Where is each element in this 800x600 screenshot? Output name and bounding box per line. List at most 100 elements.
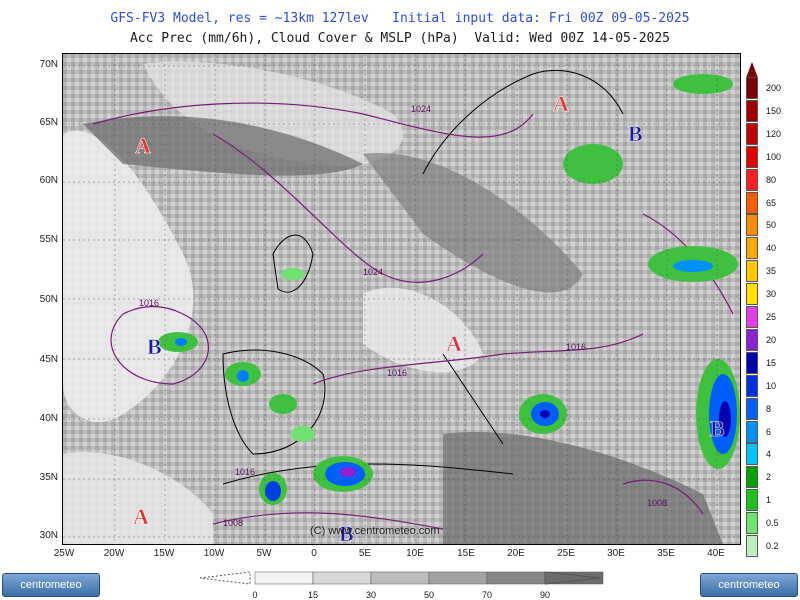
precip-russia [281, 74, 733, 280]
product-title: Acc Prec (mm/6h), Cloud Cover & MSLP (hP… [129, 31, 671, 46]
precip-north-africa [313, 456, 373, 492]
precip-balkans [519, 394, 567, 434]
isobar-label: 1016 [235, 467, 255, 477]
scale-label: 15 [766, 357, 777, 368]
isobar-1024-north [92, 102, 534, 138]
scale-label: 6 [766, 426, 772, 437]
scale-swatch [746, 466, 758, 489]
cloud-segment [370, 571, 430, 585]
scale-swatch [746, 397, 758, 420]
lon-label: 20W [103, 548, 125, 559]
isobar-label: 1016 [566, 342, 586, 352]
scale-swatch [746, 306, 758, 328]
cloud-segment [428, 571, 488, 585]
scale-label: 40 [766, 243, 777, 254]
scale-swatch [746, 512, 758, 535]
coastline-britain [272, 234, 314, 293]
cloud-tick: 30 [365, 590, 376, 600]
scale-swatch [746, 328, 758, 351]
cloud-band-central [363, 153, 583, 293]
scale-swatch [746, 145, 758, 168]
lat-label: 50N [39, 294, 58, 305]
cloud-tick: 15 [307, 590, 318, 600]
scale-label: 150 [766, 105, 782, 116]
model-title: GFS-FV3 Model, res = ~13km 127lev Initia… [110, 11, 690, 26]
centrometeo-logo-right[interactable]: centrometeo [700, 573, 798, 597]
lat-label: 60N [39, 175, 58, 186]
scale-label: 2 [766, 472, 772, 483]
cloud-tick: 50 [423, 590, 434, 600]
scale-swatch [746, 168, 758, 191]
lon-label: 35E [657, 548, 675, 559]
isobar-label: 1024 [411, 104, 431, 114]
lon-label: 15E [457, 548, 475, 559]
isobar-1016-south [312, 333, 644, 385]
scale-swatch [746, 99, 758, 122]
isobar-label: 1008 [223, 518, 243, 528]
high-pressure-marker: A [133, 504, 149, 529]
scale-label: 80 [766, 174, 777, 185]
scale-label: 8 [766, 403, 772, 414]
cloud-cover-legend: 0 15 30 50 70 90 [200, 568, 610, 600]
cloud-segment [254, 571, 314, 585]
scale-label: 50 [766, 220, 777, 231]
scale-swatch [746, 443, 758, 466]
scale-arrow-icon [746, 62, 758, 78]
scale-swatch [746, 420, 758, 443]
lon-label: 0 [311, 548, 317, 559]
scale-swatch [746, 351, 758, 374]
scale-label: 4 [766, 449, 772, 460]
scale-label: 200 [766, 83, 782, 93]
lat-label: 30N [39, 530, 58, 541]
cloud-tick: 90 [539, 590, 550, 600]
scale-label: 0.5 [766, 518, 779, 529]
lat-label: 45N [39, 354, 58, 365]
centrometeo-logo-left[interactable]: centrometeo [2, 573, 100, 597]
cloud-band-mediterranean [443, 432, 723, 544]
copyright-watermark: (C) www.centrometeo.com [310, 525, 440, 537]
lon-label: 30E [607, 548, 625, 559]
cloud-tick: 70 [481, 590, 492, 600]
scale-swatch [746, 77, 758, 99]
lon-label: 25E [557, 548, 575, 559]
isobar-label: 1016 [139, 298, 159, 308]
scale-swatch [746, 283, 758, 306]
scale-label: 25 [766, 312, 777, 322]
scale-swatch [746, 122, 758, 145]
scale-swatch [746, 214, 758, 237]
high-pressure-marker: A [446, 331, 462, 356]
precipitation-legend: 200 150 120 100 80 65 50 40 35 30 25 20 15 10 8 6 4 2 1 0.5… [746, 62, 800, 557]
lon-label: 15W [153, 548, 175, 559]
scale-label: 10 [766, 380, 777, 391]
lat-label: 40N [39, 413, 58, 424]
map-svg: 1024 1024 1016 1016 1016 1016 1008 1008 … [63, 54, 740, 544]
cloud-segment [486, 571, 546, 585]
scale-swatch [746, 260, 758, 283]
scale-label: 35 [766, 266, 777, 277]
scale-label: 1 [766, 495, 772, 506]
lon-label: 40E [707, 548, 725, 559]
low-pressure-marker: B [147, 334, 162, 359]
clear-area-alps [363, 287, 483, 373]
coastline-scandinavia [422, 69, 624, 175]
precip-east [648, 246, 740, 469]
scale-label: 100 [766, 151, 782, 162]
isobar-label: 1008 [647, 498, 667, 508]
scale-label: 30 [766, 289, 777, 300]
lat-lon-grid [63, 54, 740, 544]
isobar-1008-east [622, 479, 704, 515]
lat-label: 35N [39, 472, 58, 483]
lon-label: 20E [507, 548, 525, 559]
isobar-1024-central [212, 133, 484, 283]
lon-label: 25W [53, 548, 75, 559]
scale-swatch [746, 535, 758, 557]
isobar-1008-sw [212, 512, 444, 530]
low-pressure-marker: B [710, 416, 725, 441]
isobar-label: 1016 [387, 368, 407, 378]
scale-swatch [746, 237, 758, 260]
cloud-tick: 0 [252, 590, 258, 600]
clear-area-north [143, 61, 404, 166]
cloud-segment [312, 571, 372, 585]
clear-area-atlantic [63, 130, 194, 423]
low-pressure-marker: B [339, 521, 354, 544]
